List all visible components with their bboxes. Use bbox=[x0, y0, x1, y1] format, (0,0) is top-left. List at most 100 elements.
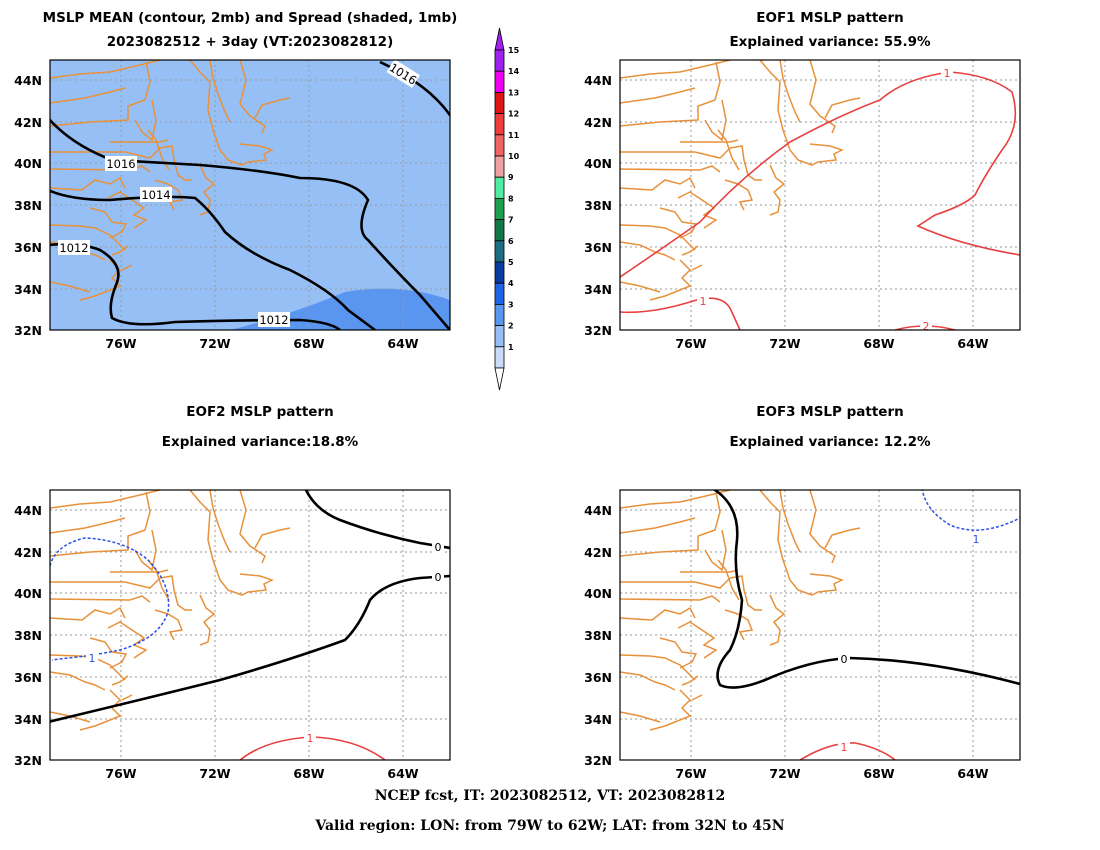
contour-label: 1 bbox=[944, 67, 951, 80]
colorbar-swatch bbox=[494, 70, 505, 93]
contour-label: 2 bbox=[923, 320, 930, 333]
lat-tick-label: 38N bbox=[584, 628, 612, 643]
eof3-negative-contour bbox=[921, 490, 1020, 531]
colorbar-label: 14 bbox=[508, 67, 520, 76]
lon-tick-label: 72W bbox=[199, 336, 230, 351]
lon-tick-label: 68W bbox=[293, 336, 324, 351]
colorbar-swatch bbox=[494, 261, 505, 284]
colorbar-swatch bbox=[494, 134, 505, 157]
grid-lines bbox=[50, 60, 450, 330]
contour-label: 1014 bbox=[141, 188, 170, 202]
contour-label: 1 bbox=[841, 741, 848, 754]
eof2-zero-contours bbox=[50, 490, 450, 723]
colorbar-label: 13 bbox=[508, 88, 519, 97]
colorbar-label: 10 bbox=[508, 152, 520, 161]
lat-tick-label: 36N bbox=[584, 670, 612, 685]
colorbar-min-arrow bbox=[494, 367, 505, 391]
lat-tick-label: 40N bbox=[584, 586, 612, 601]
lat-tick-label: 42N bbox=[584, 545, 612, 560]
colorbar-label: 15 bbox=[508, 46, 520, 55]
colorbar-swatch bbox=[494, 197, 505, 220]
contour-label: 0 bbox=[435, 571, 442, 584]
colorbar-swatch bbox=[494, 49, 505, 72]
eof1-contours bbox=[620, 71, 1020, 330]
lon-tick-label: 76W bbox=[675, 766, 706, 781]
mean-spread-map: 1016 1016 1014 1012 1012 bbox=[49, 59, 451, 331]
lat-tick-label: 38N bbox=[584, 198, 612, 213]
lat-tick-label: 38N bbox=[14, 198, 42, 213]
lon-tick-label: 72W bbox=[769, 336, 800, 351]
lat-tick-label: 34N bbox=[14, 712, 42, 727]
map-frame bbox=[49, 59, 451, 331]
colorbar-label: 5 bbox=[508, 258, 514, 267]
contour-label: 1 bbox=[700, 295, 707, 308]
eof1-panel-title: EOF1 MSLP pattern bbox=[756, 10, 904, 26]
colorbar-swatch bbox=[494, 303, 505, 326]
contour-label: 1016 bbox=[106, 157, 135, 171]
eof3-positive-contour bbox=[799, 742, 896, 760]
lon-tick-label: 68W bbox=[293, 766, 324, 781]
contour-label: 0 bbox=[841, 653, 848, 666]
lat-tick-label: 32N bbox=[14, 753, 42, 768]
eof3-panel-title: EOF3 MSLP pattern bbox=[756, 404, 904, 420]
colorbar-label: 9 bbox=[508, 173, 514, 182]
lat-tick-label: 32N bbox=[584, 323, 612, 338]
lon-tick-label: 68W bbox=[863, 766, 894, 781]
mean-panel-title: MSLP MEAN (contour, 2mb) and Spread (sha… bbox=[42, 10, 458, 26]
colorbar-swatch bbox=[494, 240, 505, 263]
contour-label: 1 bbox=[89, 652, 96, 665]
lon-tick-label: 76W bbox=[105, 766, 136, 781]
eof1-map: 1 1 2 bbox=[619, 59, 1021, 333]
lat-tick-label: 36N bbox=[14, 240, 42, 255]
lat-tick-label: 34N bbox=[584, 712, 612, 727]
contour-label: 1012 bbox=[259, 313, 288, 327]
eof2-panel-title: EOF2 MSLP pattern bbox=[186, 404, 334, 420]
colorbar-label: 8 bbox=[508, 194, 514, 203]
colorbar-label: 12 bbox=[508, 110, 519, 119]
colorbar-swatch bbox=[494, 219, 505, 242]
lat-tick-label: 40N bbox=[14, 156, 42, 171]
colorbar-swatch bbox=[494, 113, 505, 136]
lon-tick-label: 64W bbox=[387, 766, 418, 781]
lat-tick-label: 44N bbox=[14, 503, 42, 518]
lat-tick-label: 44N bbox=[14, 73, 42, 88]
colorbar-max-arrow bbox=[494, 27, 505, 51]
colorbar-label: 11 bbox=[508, 131, 520, 140]
colorbar-swatch bbox=[494, 346, 505, 369]
isobar-labels: 1016 1016 1014 1012 1012 bbox=[58, 60, 420, 327]
eof3-panel-subtitle: Explained variance: 12.2% bbox=[729, 434, 931, 450]
lat-tick-label: 36N bbox=[14, 670, 42, 685]
lat-tick-label: 40N bbox=[584, 156, 612, 171]
lat-tick-label: 36N bbox=[584, 240, 612, 255]
lat-tick-label: 42N bbox=[14, 115, 42, 130]
spread-colorbar: 15 14 13 12 11 10 9 8 7 6 5 4 3 2 1 bbox=[494, 27, 520, 391]
lon-tick-label: 64W bbox=[957, 766, 988, 781]
lat-tick-label: 42N bbox=[584, 115, 612, 130]
colorbar-swatch bbox=[494, 282, 505, 305]
colorbar-label: 4 bbox=[508, 279, 514, 288]
footer-forecast-info: NCEP fcst, IT: 2023082512, VT: 202308281… bbox=[374, 788, 726, 804]
contour-label: 0 bbox=[435, 541, 442, 554]
lon-tick-label: 72W bbox=[769, 766, 800, 781]
eof2-panel-subtitle: Explained variance:18.8% bbox=[161, 434, 359, 450]
lat-axis-labels: 44N 42N 40N 38N 36N 34N 32N 44N 42N 40N … bbox=[14, 73, 612, 768]
colorbar-label: 6 bbox=[508, 237, 514, 246]
lon-tick-label: 64W bbox=[387, 336, 418, 351]
lon-tick-label: 76W bbox=[675, 336, 706, 351]
colorbar-label: 3 bbox=[508, 300, 514, 309]
colorbar-swatch bbox=[494, 176, 505, 199]
eof1-panel-subtitle: Explained variance: 55.9% bbox=[729, 34, 931, 50]
colorbar-swatch bbox=[494, 325, 505, 348]
lat-tick-label: 42N bbox=[14, 545, 42, 560]
lon-tick-label: 68W bbox=[863, 336, 894, 351]
lon-tick-label: 64W bbox=[957, 336, 988, 351]
lat-tick-label: 44N bbox=[584, 73, 612, 88]
lat-tick-label: 44N bbox=[584, 503, 612, 518]
lat-tick-label: 38N bbox=[14, 628, 42, 643]
eof3-map: 0 1 1 bbox=[619, 489, 1021, 761]
lat-tick-label: 32N bbox=[584, 753, 612, 768]
eof2-negative-contour bbox=[50, 537, 170, 661]
lat-tick-label: 34N bbox=[584, 282, 612, 297]
lon-tick-label: 76W bbox=[105, 336, 136, 351]
